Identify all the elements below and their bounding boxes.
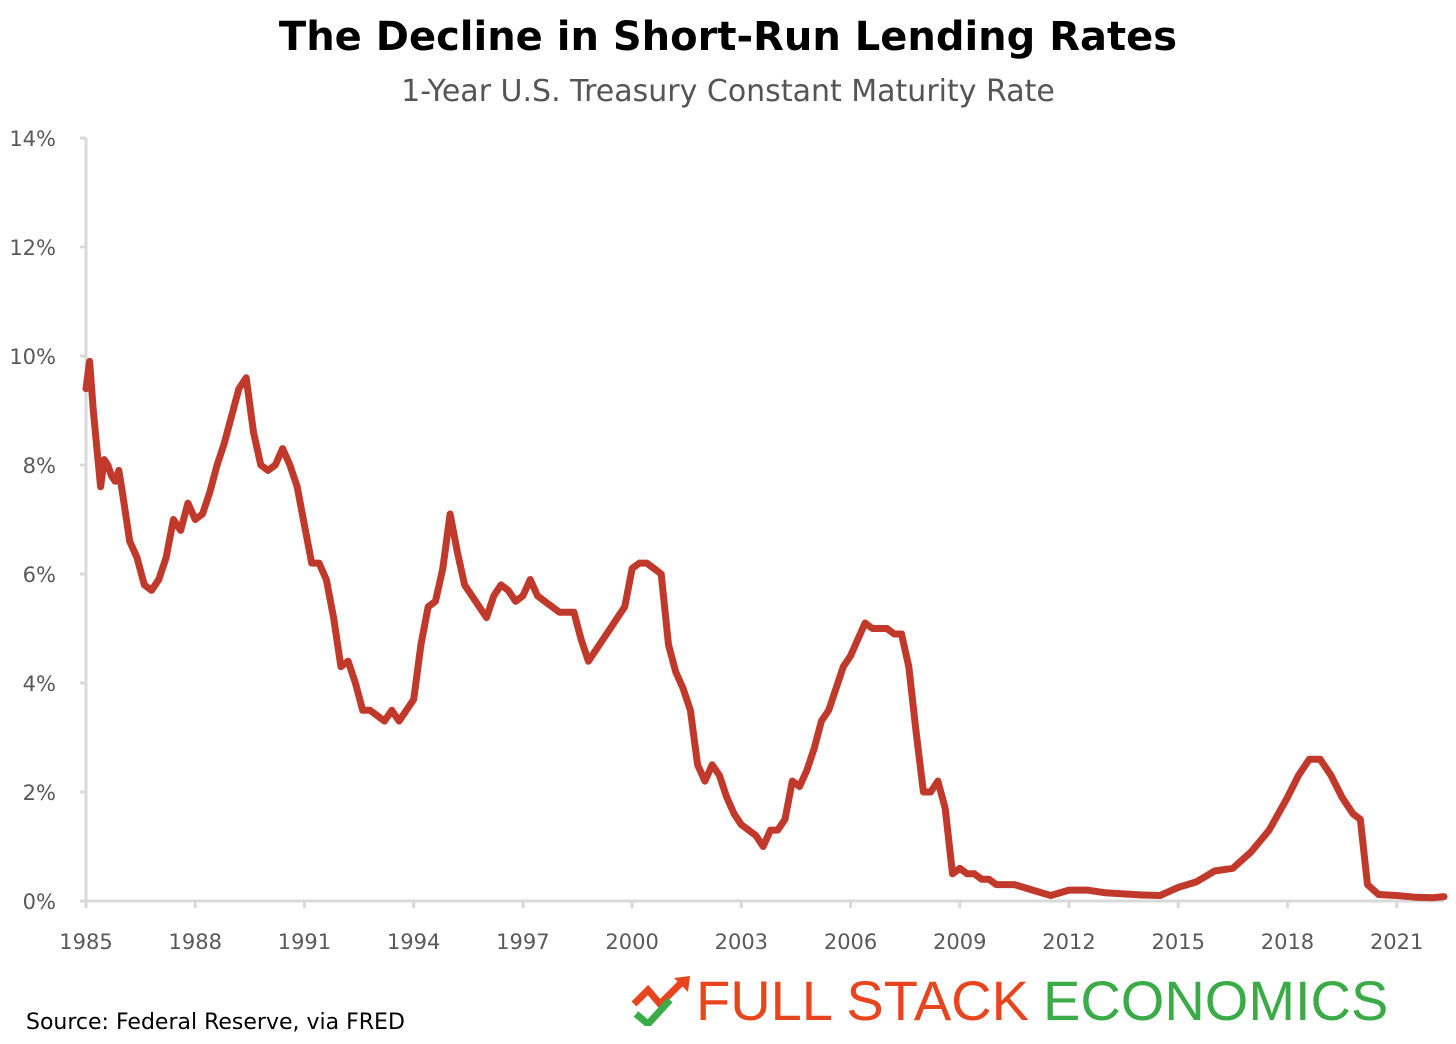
y-tick-label: 2% <box>23 781 56 805</box>
x-tick-label: 1991 <box>278 930 331 954</box>
source-note: Source: Federal Reserve, via FRED <box>26 1010 405 1035</box>
tick-labels: 0% 2% 4% 6% 8% 10% 12% 14% 1985 1988 1991 1994 1997 2… <box>9 127 1423 954</box>
x-tick-label: 2009 <box>933 930 986 954</box>
y-tick-label: 10% <box>9 345 56 369</box>
series-line-0 <box>82 357 1448 902</box>
x-tick-label: 2015 <box>1151 930 1204 954</box>
chart-title: The Decline in Short-Run Lending Rates <box>278 14 1178 60</box>
x-tick-label: 2012 <box>1042 930 1095 954</box>
y-tick-label: 12% <box>9 236 56 260</box>
y-tick-label: 4% <box>23 672 56 696</box>
x-tick-label: 2018 <box>1261 930 1314 954</box>
x-tick-label: 2000 <box>605 930 658 954</box>
y-tick-label: 0% <box>23 890 56 914</box>
x-tick-label: 2003 <box>715 930 768 954</box>
x-tick-label: 1985 <box>59 930 112 954</box>
axes <box>80 136 1444 908</box>
y-tick-label: 8% <box>23 454 56 478</box>
series-layer <box>82 357 1448 902</box>
y-tick-label: 14% <box>9 127 56 151</box>
x-tick-label: 1994 <box>387 930 440 954</box>
x-tick-label: 2006 <box>824 930 877 954</box>
trend-arrow-check-icon <box>631 976 690 1026</box>
y-tick-label: 6% <box>23 563 56 587</box>
chart-subtitle: 1-Year U.S. Treasury Constant Maturity R… <box>401 74 1055 109</box>
x-tick-label: 1988 <box>168 930 221 954</box>
x-tick-label: 1997 <box>496 930 549 954</box>
brand-logo: FULL STACK ECONOMICS <box>630 968 1388 1032</box>
x-tick-label: 2021 <box>1370 930 1423 954</box>
brand-name-part2: ECONOMICS <box>1042 968 1389 1032</box>
brand-name-part1: FULL STACK <box>696 968 1029 1032</box>
